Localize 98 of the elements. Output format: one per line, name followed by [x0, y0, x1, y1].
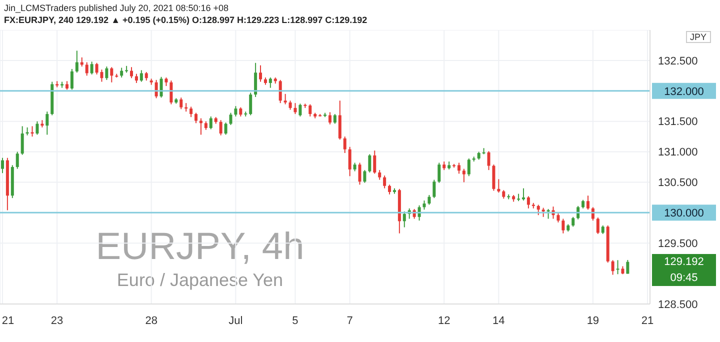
candlestick [180, 97, 183, 110]
candlestick [383, 175, 386, 189]
candlestick [254, 62, 258, 98]
candlestick [294, 102, 297, 115]
candlestick [438, 162, 441, 184]
candlestick [497, 178, 500, 194]
candlestick [467, 158, 470, 177]
candlestick [536, 204, 540, 216]
candlestick [432, 179, 436, 199]
candlestick [338, 100, 342, 140]
candlestick [343, 136, 346, 154]
candlestick [348, 146, 352, 177]
candlestick [234, 106, 238, 117]
candlestick [209, 116, 212, 130]
candlestick [268, 76, 272, 88]
x-tick-label: 7 [346, 315, 353, 327]
candlestick [492, 164, 496, 192]
ref-line-label: 130.000 [664, 208, 704, 220]
y-tick-label: 128.500 [658, 298, 698, 311]
candlestick [70, 68, 74, 90]
x-tick-label: 28 [145, 315, 158, 327]
candlestick [358, 162, 362, 186]
text: FX:EURJPY, 240 129.192 ▲ +0.195 (+0.15%) O:128.997 H:129.223 L:128.997 C:129.192 [4, 14, 368, 26]
candlestick [284, 93, 287, 105]
candlestick [190, 106, 193, 118]
candlestick [422, 200, 426, 210]
candlestick [572, 216, 575, 228]
text: Euro / Japanese Yen [116, 269, 284, 292]
candlestick [194, 112, 198, 124]
candlestick [229, 112, 232, 126]
ref-line-label: 132.000 [664, 86, 704, 98]
candlestick [611, 260, 614, 276]
candlestick [224, 122, 228, 136]
candlestick [75, 50, 78, 74]
x-tick-label: 19 [586, 315, 600, 327]
text: 129.192 [663, 254, 705, 270]
candlestick [562, 218, 565, 234]
candlestick [278, 79, 282, 104]
candlestick [462, 168, 466, 183]
text: EURJPY, 4h [94, 226, 306, 268]
candlestick [556, 212, 560, 223]
candlestick [120, 67, 124, 78]
candlestick [368, 154, 372, 173]
y-tick-label: 131.500 [658, 116, 698, 128]
candlestick [626, 259, 630, 274]
candlestick [85, 62, 88, 76]
candlestick [373, 150, 376, 174]
x-tick-label: 21 [641, 315, 654, 327]
candlestick [0, 157, 4, 174]
candlestick [160, 76, 163, 98]
candlestick [130, 66, 133, 79]
candlestick [199, 118, 202, 136]
candlestick [388, 184, 392, 195]
y-tick-label: 129.500 [658, 238, 698, 250]
candlestick [16, 151, 19, 170]
candlestick [402, 210, 406, 228]
candlestick [596, 217, 600, 234]
candlestick [328, 112, 332, 125]
candlestick [333, 114, 336, 124]
candlestick [288, 100, 292, 110]
candlestick [457, 162, 460, 174]
candlestick [134, 73, 138, 84]
x-tick-label: 23 [50, 315, 64, 327]
candlestick [487, 150, 490, 171]
candlestick [239, 106, 242, 117]
candlestick [110, 66, 114, 83]
candlestick [219, 120, 222, 136]
x-tick-label: 12 [438, 315, 450, 327]
candlestick [586, 195, 590, 210]
candlestick [36, 120, 39, 136]
text: 09:45 [669, 270, 699, 286]
candlestick [298, 103, 302, 117]
candlestick [542, 207, 545, 218]
y-axis-title: JPY [686, 31, 711, 43]
candlestick [46, 111, 49, 136]
x-tick-label: 5 [292, 315, 298, 327]
candlestick [170, 80, 173, 105]
candlestick [378, 170, 382, 180]
candlestick [308, 104, 312, 117]
y-tick-label: 130.500 [658, 177, 698, 190]
candlestick [526, 196, 530, 209]
candlestick [20, 126, 24, 156]
x-tick-label: 21 [2, 315, 14, 327]
candlestick [428, 194, 431, 206]
candlestick [140, 70, 143, 82]
x-tick-label: 14 [492, 315, 505, 327]
candlestick [546, 208, 550, 220]
candlestick [105, 66, 108, 80]
candlestick [522, 188, 525, 201]
candlestick [363, 170, 366, 184]
y-tick-label: 131.000 [658, 146, 698, 159]
text: Jin_LCMSTraders published July 20, 2021 08:50:16 +08 [4, 2, 230, 14]
y-tick-label: 132.500 [658, 55, 698, 68]
candlestick [249, 92, 252, 116]
candlestick [616, 260, 620, 275]
candlestick [259, 64, 262, 82]
candlestick [90, 61, 94, 75]
x-tick-label: Jul [228, 315, 243, 327]
